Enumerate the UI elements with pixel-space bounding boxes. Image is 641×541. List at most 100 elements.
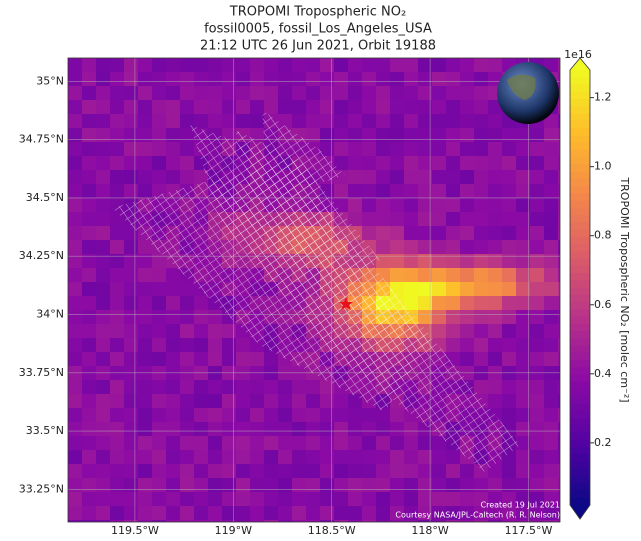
heatmap-cell	[124, 520, 138, 522]
heatmap-cell	[166, 506, 180, 520]
heatmap-cell	[180, 380, 194, 394]
heatmap-cell	[530, 422, 544, 436]
heatmap-cell	[194, 100, 208, 114]
heatmap-cell	[194, 520, 208, 522]
heatmap-cell	[82, 128, 96, 142]
heatmap-cell	[278, 408, 292, 422]
heatmap-cell	[390, 254, 404, 268]
heatmap-cell	[404, 296, 418, 310]
heatmap-cell	[166, 394, 180, 408]
heatmap-cell	[390, 240, 404, 254]
heatmap-cell	[404, 436, 418, 450]
heatmap-cell	[544, 380, 558, 394]
colorbar-segment	[570, 84, 590, 93]
x-tick-label: 119°W	[215, 524, 252, 537]
heatmap-cell	[68, 296, 82, 310]
heatmap-cell	[348, 464, 362, 478]
heatmap-cell	[222, 86, 236, 100]
heatmap-cell	[362, 450, 376, 464]
heatmap-cell	[460, 492, 474, 506]
heatmap-cell	[278, 492, 292, 506]
heatmap-cell	[390, 478, 404, 492]
heatmap-cell	[362, 226, 376, 240]
heatmap-cell	[516, 338, 530, 352]
heatmap-cell	[152, 394, 166, 408]
heatmap-cell	[502, 394, 516, 408]
heatmap-cell	[432, 170, 446, 184]
heatmap-cell	[138, 170, 152, 184]
heatmap-cell	[390, 184, 404, 198]
colorbar-segment	[570, 374, 590, 383]
heatmap-cell	[250, 520, 264, 522]
heatmap-cell	[166, 86, 180, 100]
heatmap-cell	[558, 464, 560, 478]
heatmap-cell	[138, 492, 152, 506]
heatmap-cell	[390, 114, 404, 128]
heatmap-cell	[488, 128, 502, 142]
heatmap-cell	[110, 450, 124, 464]
heatmap-cell	[404, 212, 418, 226]
heatmap-cell	[544, 450, 558, 464]
heatmap-cell	[502, 142, 516, 156]
heatmap-cell	[138, 142, 152, 156]
heatmap-cell	[348, 86, 362, 100]
heatmap-cell	[334, 506, 348, 520]
heatmap-cell	[418, 100, 432, 114]
heatmap-cell	[432, 478, 446, 492]
heatmap-cell	[558, 296, 560, 310]
heatmap-cell	[474, 282, 488, 296]
heatmap-cell	[432, 240, 446, 254]
heatmap-cell	[82, 492, 96, 506]
heatmap-cell	[404, 226, 418, 240]
heatmap-cell	[320, 450, 334, 464]
heatmap-cell	[334, 520, 348, 522]
heatmap-cell	[558, 198, 560, 212]
heatmap-cell	[292, 380, 306, 394]
heatmap-cell	[152, 352, 166, 366]
heatmap-cell	[124, 422, 138, 436]
heatmap-cell	[460, 520, 474, 522]
heatmap-cell	[292, 408, 306, 422]
colorbar-segment	[570, 381, 590, 390]
colorbar-segment	[570, 352, 590, 361]
heatmap-cell	[250, 450, 264, 464]
heatmap-cell	[362, 422, 376, 436]
heatmap-cell	[530, 450, 544, 464]
heatmap-cell	[404, 506, 418, 520]
colorbar-segment	[570, 338, 590, 347]
heatmap-cell	[320, 408, 334, 422]
heatmap-cell	[558, 226, 560, 240]
heatmap-cell	[376, 156, 390, 170]
heatmap-cell	[194, 492, 208, 506]
heatmap-cell	[530, 142, 544, 156]
heatmap-cell	[544, 156, 558, 170]
colorbar-segment	[570, 483, 590, 492]
heatmap-cell	[432, 254, 446, 268]
heatmap-cell	[530, 268, 544, 282]
heatmap-cell	[110, 254, 124, 268]
heatmap-cell	[320, 506, 334, 520]
heatmap-cell	[432, 198, 446, 212]
heatmap-cell	[82, 156, 96, 170]
heatmap-cell	[502, 296, 516, 310]
heatmap-cell	[418, 128, 432, 142]
heatmap-cell	[166, 142, 180, 156]
colorbar-segment	[570, 113, 590, 122]
heatmap-cell	[124, 240, 138, 254]
heatmap-cell	[558, 324, 560, 338]
heatmap-cell	[68, 58, 82, 72]
heatmap-cell	[208, 310, 222, 324]
heatmap-cell	[152, 128, 166, 142]
heatmap-cell	[292, 478, 306, 492]
heatmap-cell	[264, 492, 278, 506]
heatmap-cell	[460, 100, 474, 114]
heatmap-cell	[516, 450, 530, 464]
heatmap-cell	[96, 506, 110, 520]
colorbar-segment	[570, 439, 590, 448]
heatmap-cell	[544, 296, 558, 310]
heatmap-cell	[124, 492, 138, 506]
y-tick-label: 33.25°N	[19, 482, 64, 495]
heatmap-cell	[348, 436, 362, 450]
heatmap-cell	[138, 156, 152, 170]
heatmap-cell	[460, 240, 474, 254]
